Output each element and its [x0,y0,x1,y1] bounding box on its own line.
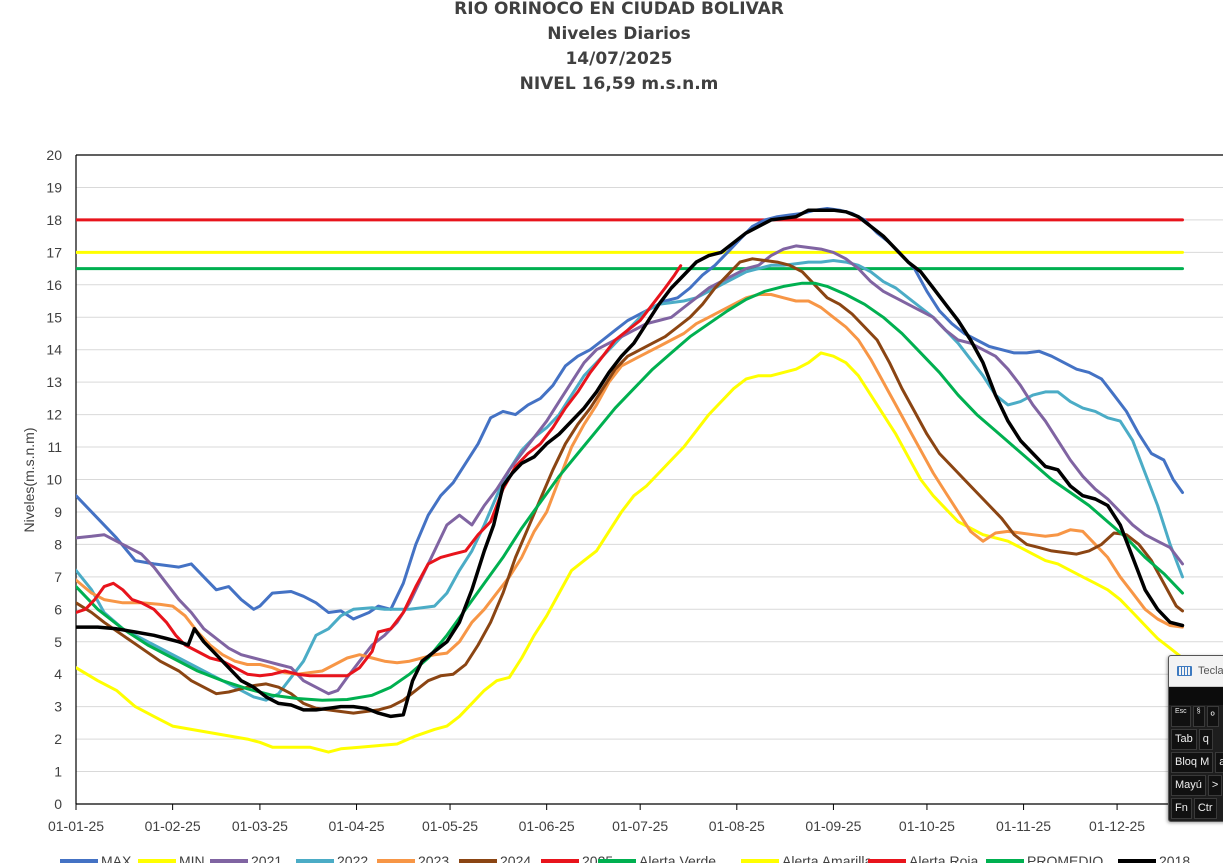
axes [75,154,1223,810]
x-tick-label: 01-11-25 [996,818,1051,834]
legend-label: PROMEDIO [1027,853,1103,863]
legend-label: 2021 [251,853,282,863]
series-lines [76,207,1185,754]
y-tick-label: 1 [54,764,62,780]
y-tick-label: 7 [54,569,62,585]
legend-label: MAX [101,853,132,863]
x-tick-label: 01-04-25 [329,818,385,834]
series-line-promedio [76,281,1184,702]
chart-date: 14/07/2025 [565,49,673,69]
keyboard-title: Tecla [1198,665,1223,677]
series-line-2025 [76,264,683,678]
x-tick-label: 01-09-25 [805,818,861,834]
legend-label: 2025 [582,853,613,863]
chart-title-block: RIO ORINOCO EN CIUDAD BOLIVAR Niveles Di… [0,0,1223,97]
keyboard-icon [1177,666,1192,676]
keyboard-blank-strip [1169,687,1223,705]
y-tick-label: 3 [54,699,62,715]
key-a[interactable]: a [1215,752,1223,773]
x-tick-label: 01-05-25 [422,818,478,834]
legend-label: MIN [179,853,205,863]
key-greater-than[interactable]: > [1207,775,1223,796]
keyboard-title-bar[interactable]: Tecla [1169,656,1223,687]
y-tick-label: 20 [46,147,62,163]
legend-label: 2018 [1159,853,1190,863]
y-tick-label: 18 [46,212,62,228]
legend-item-alerta-roja: Alerta Roja [868,853,978,863]
y-tick-label: 9 [54,504,62,520]
y-tick-label: 11 [47,439,62,455]
y-tick-label: 0 [54,796,62,812]
y-tick-label: 13 [46,374,62,390]
legend-item-2021: 2021 [210,853,282,863]
legend-label: Alerta Verde [639,853,716,863]
legend-item-2022: 2022 [296,853,368,863]
y-tick-label: 8 [54,536,62,552]
series-line-2023 [76,293,1184,676]
y-tick-label: 6 [54,601,62,617]
series-line-2018 [76,208,1185,719]
key-ordinal[interactable]: º [1206,706,1219,727]
y-tick-label: 5 [54,634,62,650]
series-line-2022 [76,259,1184,702]
x-tick-label: 01-10-25 [899,818,955,834]
legend-item-alerta-verde: Alerta Verde [598,853,716,863]
legend-item-min: MIN [138,853,205,863]
y-tick-label: 12 [46,407,62,423]
gridlines [76,154,1223,773]
key-caps-lock[interactable]: Bloq M [1171,752,1214,773]
legend-item-2025: 2025 [541,853,613,863]
key-tab[interactable]: Tab [1171,729,1197,750]
y-tick-label: 16 [46,277,62,293]
y-tick-label: 19 [46,179,62,195]
x-tick-label: 01-12-25 [1089,818,1145,834]
legend-item-2024: 2024 [459,853,531,863]
x-tick-label: 01-06-25 [519,818,575,834]
y-tick-label: 10 [46,472,62,488]
x-tick-label: 01-02-25 [145,818,201,834]
key-q[interactable]: q [1198,729,1213,750]
legend-label: Alerta Amarilla [782,853,872,863]
legend-item-2023: 2023 [377,853,449,863]
y-tick-label: 17 [46,244,62,260]
legend-item-promedio: PROMEDIO [986,853,1103,863]
x-tick-label: 01-08-25 [709,818,765,834]
y-tick-label: 2 [54,731,62,747]
x-tick-label: 01-03-25 [232,818,288,834]
legend-item-alerta-amarilla: Alerta Amarilla [741,853,872,863]
x-tick-label: 01-07-25 [612,818,668,834]
chart-title: RIO ORINOCO EN CIUDAD BOLIVAR [454,0,784,19]
legend-label: 2024 [500,853,531,863]
legend-item-2018: 2018 [1118,853,1190,863]
key-shift[interactable]: Mayú [1171,775,1206,796]
chart-subtitle: Niveles Diarios [547,24,691,44]
chart-current-level: NIVEL 16,59 m.s.n.m [519,74,719,94]
series-line-min [76,351,1184,754]
y-tick-label: 14 [46,342,62,358]
key-esc[interactable]: Esc [1171,706,1191,727]
key-section[interactable]: § [1192,706,1205,727]
legend: MAX MIN 2021 2022 2023 2024 2025 Alerta Verde Al… [60,853,1190,863]
y-axis-label: Niveles(m.s.n.m) [21,427,37,532]
legend-label: Alerta Roja [909,853,978,863]
tick-labels: 0123456789101112131415161718192001-01-25… [46,147,1145,834]
key-fn[interactable]: Fn [1171,798,1192,819]
y-tick-label: 15 [46,309,62,325]
legend-label: 2022 [337,853,368,863]
series-line-2021 [76,244,1184,696]
on-screen-keyboard[interactable]: Tecla Esc § º Tab q Bloq M a Mayú > < Fn… [1168,655,1223,822]
x-tick-label: 01-01-25 [48,818,104,834]
legend-label: 2023 [418,853,449,863]
legend-item-max: MAX [60,853,132,863]
series-line-2024 [76,257,1184,715]
key-ctrl[interactable]: Ctr [1193,798,1217,819]
y-tick-label: 4 [54,666,62,682]
